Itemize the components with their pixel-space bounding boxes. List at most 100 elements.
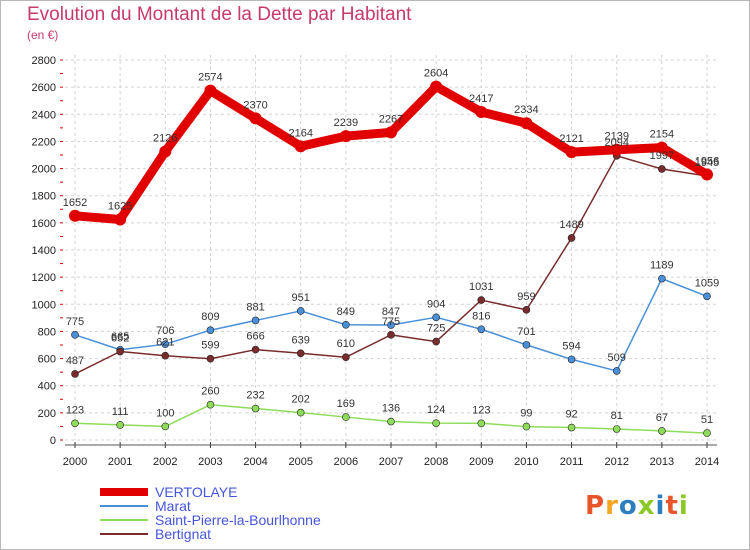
data-label: 232 [246, 390, 264, 402]
data-label: 904 [427, 298, 445, 310]
data-point [522, 422, 531, 431]
chart-subtitle: (en €) [27, 28, 59, 42]
data-point [610, 143, 623, 156]
data-point [296, 307, 305, 315]
y-tick-label: 400 [38, 381, 56, 393]
data-label: 2164 [288, 127, 312, 139]
data-label: 92 [565, 409, 577, 421]
data-label: 2574 [198, 72, 222, 84]
y-axis: 0 200 400 600 800 1000 1200 1400 1600 1800 2000 220… [32, 55, 63, 447]
data-point [430, 80, 443, 93]
data-point [658, 165, 666, 173]
data-point [296, 408, 305, 417]
data-label: 1489 [559, 219, 583, 231]
data-point [701, 168, 713, 181]
data-label: 959 [517, 291, 535, 303]
x-tick-label: 2011 [560, 456, 584, 468]
data-label: 652 [111, 333, 129, 345]
y-tick-label: 1200 [32, 272, 56, 284]
data-point [251, 345, 260, 354]
x-tick-label: 2012 [604, 456, 628, 468]
data-label: 169 [337, 398, 355, 410]
data-point [294, 140, 307, 153]
data-point [565, 146, 578, 159]
y-tick-label: 200 [38, 408, 56, 420]
data-point [655, 141, 668, 154]
data-label: 2417 [469, 93, 493, 105]
data-label: 100 [156, 407, 174, 419]
y-tick-label: 600 [38, 354, 56, 366]
data-point [161, 351, 170, 360]
y-tick-label: 2600 [32, 82, 56, 94]
y-tick-label: 2000 [32, 164, 56, 176]
data-label: 2267 [379, 113, 403, 125]
data-point [342, 413, 350, 421]
data-label: 123 [472, 404, 490, 416]
x-tick-label: 2001 [108, 456, 132, 468]
data-point [206, 400, 215, 409]
data-point [658, 427, 666, 435]
data-point [206, 354, 215, 363]
data-point [477, 419, 486, 428]
data-label: 2370 [243, 99, 267, 111]
x-tick-label: 2000 [63, 456, 87, 468]
data-point [703, 292, 711, 301]
x-tick-label: 2003 [198, 456, 222, 468]
data-label: 2334 [514, 104, 538, 116]
data-point [387, 417, 395, 426]
data-point [339, 130, 352, 143]
data-label: 51 [701, 414, 713, 426]
y-tick-label: 2400 [32, 109, 56, 121]
y-tick-label: 1800 [32, 191, 56, 203]
data-label: 2121 [559, 133, 583, 145]
legend-label: VERTOLAYE [155, 484, 237, 500]
y-tick-label: 1000 [32, 299, 56, 311]
data-label: 2139 [604, 131, 628, 143]
data-label: 701 [517, 326, 535, 338]
data-point [477, 296, 486, 304]
data-label: 2239 [334, 117, 358, 129]
x-tick-label: 2005 [288, 456, 312, 468]
data-label: 99 [520, 408, 532, 420]
data-label: 1945 [695, 157, 719, 169]
data-point [114, 213, 127, 226]
x-tick-label: 2010 [514, 456, 538, 468]
data-point [432, 313, 440, 322]
data-label: 2126 [153, 132, 177, 144]
data-label: 123 [66, 404, 84, 416]
data-point [342, 353, 350, 362]
x-tick-label: 2014 [695, 456, 719, 468]
legend: VERTOLAYEMaratSaint-Pierre-la-Bourlhonne… [100, 484, 321, 542]
data-label: 2604 [424, 68, 448, 80]
x-axis: 2000 2001 2002 2003 2004 2005 2006 2007 2008 2009… [63, 442, 719, 468]
data-point [567, 234, 576, 242]
data-label: 260 [201, 386, 219, 398]
data-label: 1625 [108, 200, 132, 212]
data-point [522, 306, 531, 314]
x-tick-label: 2006 [334, 456, 358, 468]
data-label: 124 [427, 404, 445, 416]
data-label: 881 [246, 301, 264, 313]
data-label: 849 [337, 306, 355, 318]
data-label: 706 [156, 325, 174, 337]
data-point [567, 355, 576, 364]
data-label: 639 [292, 334, 310, 346]
y-tick-label: 1600 [32, 218, 56, 230]
data-label: 1031 [469, 281, 493, 293]
data-label: 111 [112, 406, 129, 418]
data-point [522, 341, 531, 349]
data-point [520, 117, 533, 130]
data-label: 594 [562, 340, 580, 352]
data-point [69, 209, 81, 222]
data-point [387, 331, 395, 339]
data-point [71, 419, 79, 428]
data-point [612, 425, 621, 433]
data-point [567, 423, 576, 432]
data-label: 1059 [695, 277, 719, 289]
data-point [385, 126, 397, 139]
chart-title: Evolution du Montant de la Dette par Hab… [27, 4, 412, 25]
data-label: 2094 [604, 137, 628, 149]
series-lines [69, 80, 713, 437]
